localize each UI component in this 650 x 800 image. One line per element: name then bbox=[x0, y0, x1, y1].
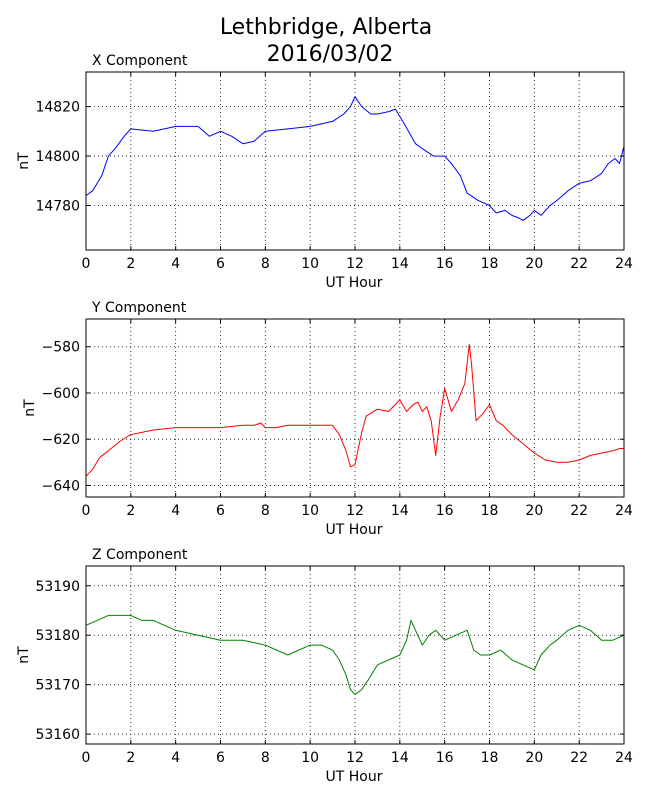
x-y-tick-label: 14820 bbox=[35, 100, 80, 116]
chart-title-location: Lethbridge, Alberta bbox=[220, 15, 432, 40]
x-x-tick-label: 18 bbox=[481, 256, 499, 272]
y-x-tick-label: 12 bbox=[346, 503, 364, 519]
y-y-tick-label: −640 bbox=[42, 478, 80, 494]
z-x-tick-label: 6 bbox=[216, 750, 225, 766]
y-x-tick-label: 22 bbox=[570, 503, 588, 519]
x-x-tick-label: 0 bbox=[82, 256, 91, 272]
x-x-axis-label: UT Hour bbox=[326, 275, 383, 291]
x-x-tick-label: 8 bbox=[261, 256, 270, 272]
y-component-series-line bbox=[85, 343, 624, 477]
z-y-axis-label: nT bbox=[16, 646, 32, 664]
z-y-tick-label: 53180 bbox=[35, 628, 80, 644]
x-x-tick-label: 14 bbox=[391, 256, 409, 272]
y-x-tick-label: 16 bbox=[436, 503, 454, 519]
x-x-tick-label: 24 bbox=[615, 256, 633, 272]
y-x-tick-label: 14 bbox=[391, 503, 409, 519]
x-x-tick-label: 4 bbox=[171, 256, 180, 272]
z-x-tick-label: 2 bbox=[126, 750, 135, 766]
x-x-tick-label: 6 bbox=[216, 256, 225, 272]
x-x-tick-label: 12 bbox=[346, 256, 364, 272]
z-x-tick-label: 14 bbox=[391, 750, 409, 766]
y-x-tick-label: 2 bbox=[126, 503, 135, 519]
z-x-tick-label: 8 bbox=[261, 750, 270, 766]
y-x-tick-label: 4 bbox=[171, 503, 180, 519]
x-x-tick-label: 10 bbox=[301, 256, 319, 272]
z-y-tick-label: 53190 bbox=[35, 579, 80, 595]
z-component-subtitle: Z Component bbox=[92, 547, 188, 563]
y-x-tick-label: 18 bbox=[481, 503, 499, 519]
x-x-tick-label: 20 bbox=[525, 256, 543, 272]
y-y-tick-label: −620 bbox=[42, 432, 80, 448]
z-component-series-line bbox=[85, 614, 625, 696]
x-x-tick-label: 16 bbox=[436, 256, 454, 272]
z-x-tick-label: 0 bbox=[82, 750, 91, 766]
y-y-axis-label: nT bbox=[22, 399, 38, 417]
y-x-tick-label: 20 bbox=[525, 503, 543, 519]
x-y-axis-label: nT bbox=[16, 152, 32, 170]
z-x-tick-label: 18 bbox=[481, 750, 499, 766]
z-x-tick-label: 24 bbox=[615, 750, 633, 766]
z-x-axis-label: UT Hour bbox=[326, 769, 383, 785]
y-x-tick-label: 8 bbox=[261, 503, 270, 519]
z-y-tick-label: 53160 bbox=[35, 727, 80, 743]
z-y-tick-label: 53170 bbox=[35, 678, 80, 694]
x-x-tick-label: 22 bbox=[570, 256, 588, 272]
z-x-tick-label: 16 bbox=[436, 750, 454, 766]
z-x-tick-label: 22 bbox=[570, 750, 588, 766]
z-x-tick-label: 10 bbox=[301, 750, 319, 766]
z-x-tick-label: 12 bbox=[346, 750, 364, 766]
y-x-tick-label: 24 bbox=[615, 503, 633, 519]
y-component-subtitle: Y Component bbox=[91, 300, 187, 316]
y-x-tick-label: 10 bbox=[301, 503, 319, 519]
z-x-tick-label: 20 bbox=[525, 750, 543, 766]
z-component-panel: 0 2 4 6 8 10 12 14 16 18 20 22 245316053170531805319… bbox=[16, 547, 633, 785]
y-y-tick-label: −600 bbox=[42, 386, 80, 402]
y-y-tick-label: −580 bbox=[42, 340, 80, 356]
y-x-tick-label: 6 bbox=[216, 503, 225, 519]
x-component-subtitle: X Component bbox=[92, 53, 188, 69]
z-x-tick-label: 4 bbox=[171, 750, 180, 766]
x-component-series-line bbox=[85, 96, 625, 221]
x-x-tick-label: 2 bbox=[126, 256, 135, 272]
y-x-axis-label: UT Hour bbox=[326, 522, 383, 538]
x-y-tick-label: 14800 bbox=[35, 149, 80, 165]
chart-title-date: 2016/03/02 bbox=[267, 42, 394, 67]
y-x-tick-label: 0 bbox=[82, 503, 91, 519]
x-y-tick-label: 14780 bbox=[35, 199, 80, 215]
